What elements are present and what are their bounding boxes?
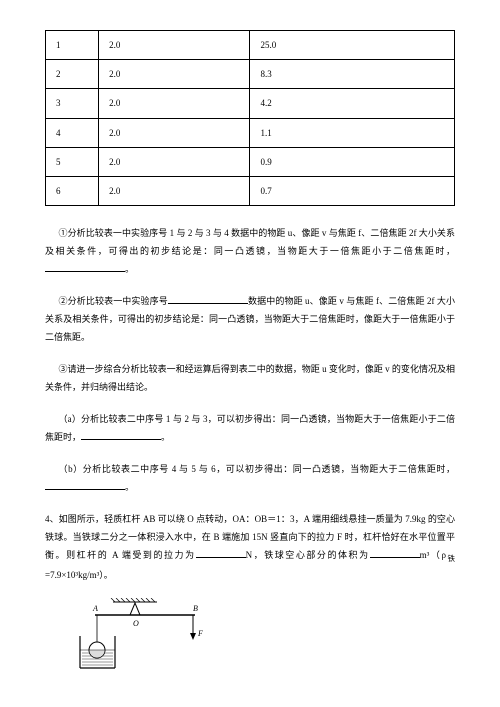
cell: 2.0 xyxy=(99,147,250,176)
paragraph-4: （a）分析比较表二中序号 1 与 2 与 3，可以初步得出：同一凸透镜，当物距大… xyxy=(45,410,455,446)
text: =7.9×10³kg/m³）。 xyxy=(45,570,113,580)
text: ①分析比较表一中实验序号 1 与 2 与 3 与 4 数据中的物距 u、像距 v… xyxy=(45,228,455,256)
cell: 25.0 xyxy=(250,31,455,60)
cell: 1 xyxy=(46,31,99,60)
cell: 2 xyxy=(46,60,99,89)
label-f: F xyxy=(197,629,203,638)
subscript: 铁 xyxy=(446,554,455,563)
text: N，铁球空心部分的体积为 xyxy=(246,550,370,560)
table-row: 4 2.0 1.1 xyxy=(46,118,455,147)
text: ③请进一步综合分析比较表一和经运算后得到表二中的数据，物距 u 变化时，像距 v… xyxy=(45,364,455,392)
text: （b）分析比较表二中序号 4 与 5 与 6，可以初步得出：同一凸透镜，当物距大… xyxy=(59,464,456,474)
cell: 2.0 xyxy=(99,118,250,147)
lever-diagram: A O B F xyxy=(75,598,455,678)
table-row: 6 2.0 0.7 xyxy=(46,176,455,205)
text: 。 xyxy=(125,482,134,492)
cell: 2.0 xyxy=(99,31,250,60)
cell: 0.9 xyxy=(250,147,455,176)
cell: 4 xyxy=(46,118,99,147)
text: m³（ρ xyxy=(420,550,446,560)
cell: 2.0 xyxy=(99,176,250,205)
table-row: 2 2.0 8.3 xyxy=(46,60,455,89)
blank-field xyxy=(168,294,248,304)
label-a: A xyxy=(92,604,98,613)
blank-field xyxy=(81,430,161,440)
cell: 6 xyxy=(46,176,99,205)
cell: 0.7 xyxy=(250,176,455,205)
cell: 2.0 xyxy=(99,60,250,89)
blank-field xyxy=(45,480,125,490)
text: ②分析比较表一中实验序号 xyxy=(59,296,168,306)
table-row: 3 2.0 4.2 xyxy=(46,89,455,118)
data-table: 1 2.0 25.0 2 2.0 8.3 3 2.0 4.2 4 2.0 1.1… xyxy=(45,30,455,206)
text: 。 xyxy=(161,432,170,442)
paragraph-3: ③请进一步综合分析比较表一和经运算后得到表二中的数据，物距 u 变化时，像距 v… xyxy=(45,360,455,396)
text: 。 xyxy=(125,264,134,274)
paragraph-1: ①分析比较表一中实验序号 1 与 2 与 3 与 4 数据中的物距 u、像距 v… xyxy=(45,224,455,278)
cell: 2.0 xyxy=(99,89,250,118)
table-row: 1 2.0 25.0 xyxy=(46,31,455,60)
label-b: B xyxy=(193,604,198,613)
blank-field xyxy=(45,262,125,272)
paragraph-6: 4、如图所示，轻质杠杆 AB 可以绕 O 点转动，OA：OB＝1：3，A 端用细… xyxy=(45,510,455,584)
blank-field xyxy=(370,548,420,558)
cell: 8.3 xyxy=(250,60,455,89)
paragraph-2: ②分析比较表一中实验序号数据中的物距 u、像距 v 与焦距 f、二倍焦距 2f … xyxy=(45,292,455,346)
cell: 1.1 xyxy=(250,118,455,147)
cell: 3 xyxy=(46,89,99,118)
cell: 5 xyxy=(46,147,99,176)
paragraph-5: （b）分析比较表二中序号 4 与 5 与 6，可以初步得出：同一凸透镜，当物距大… xyxy=(45,460,455,496)
blank-field xyxy=(196,548,246,558)
label-o: O xyxy=(133,619,139,628)
table-row: 5 2.0 0.9 xyxy=(46,147,455,176)
diagram-svg: A O B F xyxy=(75,598,205,673)
cell: 4.2 xyxy=(250,89,455,118)
